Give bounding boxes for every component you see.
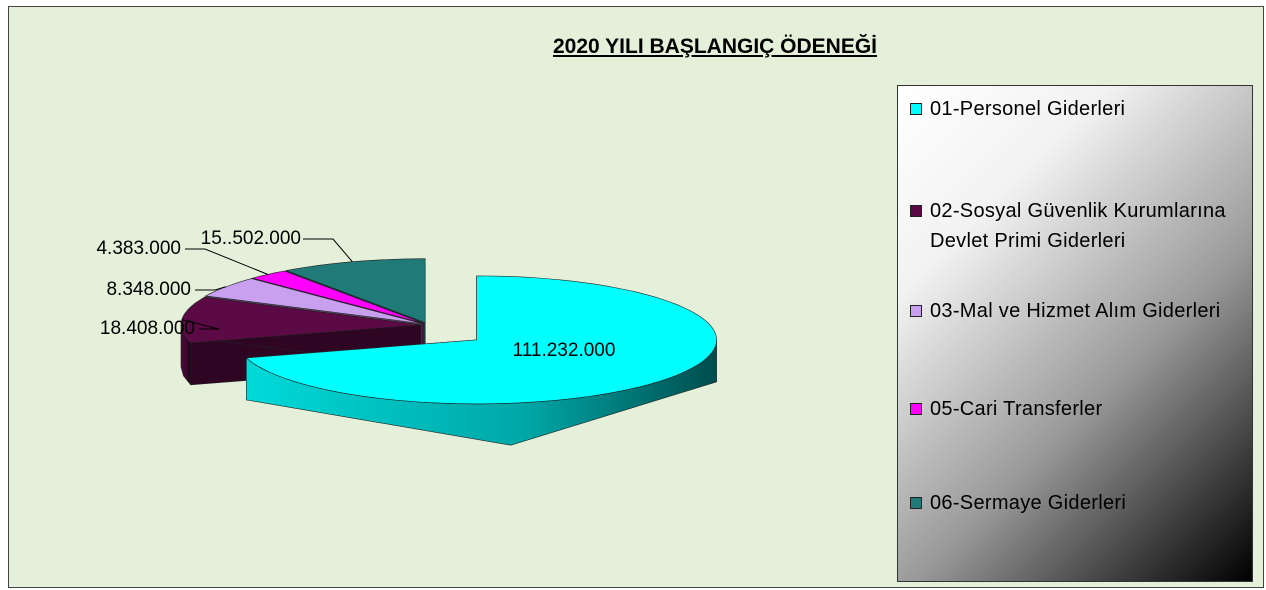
- leader-line: [185, 248, 268, 275]
- legend-item: 05-Cari Transferler: [910, 394, 1230, 424]
- legend-label: 06-Sermaye Giderleri: [930, 492, 1127, 514]
- legend-swatch: [910, 305, 922, 317]
- chart-area: 111.232.000 18.408.000 8.348.000 4.383.000 1…: [8, 6, 1264, 588]
- leader-line: [195, 286, 226, 291]
- legend-label: 02-Sosyal Güvenlik Kurumlarına Devlet Pr…: [930, 200, 1226, 252]
- legend-swatch: [910, 497, 922, 509]
- slice: [180, 296, 422, 344]
- legend-swatch: [910, 403, 922, 415]
- leader-line: [303, 238, 353, 263]
- slice: [245, 275, 717, 405]
- data-label: 15..502.000: [201, 228, 301, 249]
- chart-title: 2020 YILI BAŞLANGIÇ ÖDENEĞİ: [552, 35, 878, 58]
- legend-item: 03-Mal ve Hizmet Alım Giderleri: [910, 296, 1230, 326]
- data-label: 18.408.000: [100, 318, 195, 339]
- leader-line: [181, 319, 220, 330]
- legend-item: 06-Sermaye Giderleri: [910, 488, 1230, 518]
- legend-label: 03-Mal ve Hizmet Alım Giderleri: [930, 300, 1221, 322]
- legend-item: 01-Personel Giderleri: [910, 94, 1230, 124]
- data-label: 8.348.000: [106, 279, 191, 300]
- legend-label: 05-Cari Transferler: [930, 398, 1103, 420]
- slice: [204, 278, 423, 324]
- chart: 111.232.000 18.408.000 8.348.000 4.383.000 1…: [96, 228, 717, 446]
- legend-swatch: [910, 103, 922, 115]
- legend: 01-Personel Giderleri 02-Sosyal Güvenlik …: [897, 85, 1253, 582]
- data-label: 4.383.000: [96, 238, 181, 259]
- legend-item: 02-Sosyal Güvenlik Kurumlarına Devlet Pr…: [910, 196, 1230, 256]
- legend-swatch: [910, 205, 922, 217]
- legend-label: 01-Personel Giderleri: [930, 98, 1126, 120]
- data-label: 111.232.000: [513, 340, 616, 361]
